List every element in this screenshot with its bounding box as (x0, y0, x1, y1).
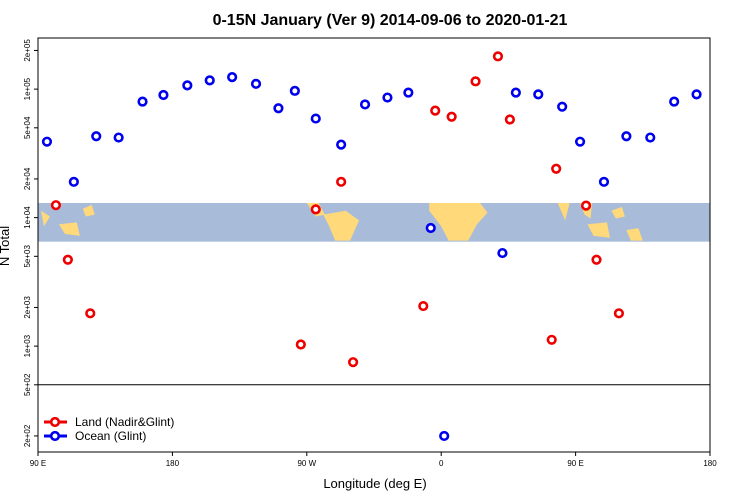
data-point-land (347, 357, 359, 368)
legend: Land (Nadir&Glint) Ocean (Glint) (44, 415, 174, 443)
legend-label-land: Land (Nadir&Glint) (75, 415, 174, 429)
data-point-ocean (425, 222, 436, 234)
data-point-land (310, 204, 321, 215)
data-point-land (418, 300, 429, 312)
y-tick-label: 2e+02 (23, 424, 32, 447)
x-axis-title: Longitude (deg E) (323, 476, 426, 491)
land-indonesia-left-1 (58, 222, 80, 236)
data-point-land (470, 76, 481, 87)
chart-title: 0-15N January (Ver 9) 2014-09-06 to 2020… (213, 12, 568, 29)
data-point-ocean (403, 87, 414, 98)
data-point-ocean (669, 96, 680, 107)
data-point-ocean (497, 247, 508, 259)
data-point-ocean (289, 85, 300, 96)
data-point-land (50, 200, 62, 211)
y-tick-label: 2e+05 (23, 39, 32, 62)
data-point-ocean (510, 87, 521, 98)
data-point-ocean (273, 103, 284, 114)
land-india (557, 202, 570, 221)
data-point-land (504, 114, 515, 125)
land-africa (429, 202, 488, 241)
data-point-ocean (439, 430, 450, 442)
legend-item-ocean: Ocean (Glint) (44, 429, 146, 443)
data-point-ocean (336, 139, 347, 150)
y-tick-label: 5e+04 (23, 116, 32, 139)
land-south-america (323, 210, 360, 241)
legend-marker-ocean (49, 430, 61, 442)
data-point-land (551, 163, 562, 174)
y-tick-label: 1e+05 (23, 77, 32, 100)
data-point-ocean (137, 96, 148, 107)
plot-frame (37, 37, 711, 453)
x-tick-label: 180 (703, 459, 717, 468)
data-point-ocean (250, 78, 262, 89)
data-point-ocean (113, 132, 124, 143)
y-axis: 2e+02 5e+02 1e+03 2e+03 5e+03 1e+04 2e+04 5e+04… (23, 39, 38, 447)
data-point-ocean (598, 176, 610, 187)
land-se-asia-left (40, 210, 50, 227)
data-point-ocean (310, 113, 321, 124)
x-tick-label: 90 E (567, 459, 583, 468)
data-point-ocean (645, 132, 656, 143)
data-point-ocean (621, 131, 632, 142)
land-indonesia-left-2 (82, 204, 95, 217)
land-indonesia-right-2 (611, 206, 625, 219)
data-point-land (446, 111, 457, 122)
land-indonesia-right-1 (587, 222, 610, 238)
data-point-land (295, 339, 306, 350)
y-tick-label: 2e+03 (23, 296, 32, 319)
y-tick-label: 5e+02 (23, 373, 32, 396)
data-point-land (546, 334, 557, 345)
data-point-ocean (182, 80, 193, 91)
data-point-ocean (41, 136, 53, 147)
x-tick-label: 90 E (30, 459, 46, 468)
data-point-ocean (691, 89, 702, 100)
legend-label-ocean: Ocean (Glint) (75, 429, 146, 443)
data-point-ocean (382, 92, 393, 103)
data-point-ocean (91, 131, 102, 142)
x-axis: 90 E 180 90 W 0 90 E 180 (30, 452, 717, 468)
data-point-ocean (68, 176, 79, 187)
x-tick-label: 180 (166, 459, 180, 468)
data-point-ocean (158, 89, 169, 101)
y-tick-label: 5e+03 (23, 245, 32, 268)
data-point-land (336, 176, 347, 187)
data-point-ocean (533, 89, 544, 100)
legend-item-land: Land (Nadir&Glint) (44, 415, 174, 429)
data-point-ocean (557, 101, 568, 112)
y-tick-label: 1e+04 (23, 206, 32, 229)
x-tick-label: 90 W (297, 459, 316, 468)
data-point-land (430, 105, 441, 116)
x-tick-label: 0 (439, 459, 444, 468)
world-map-band (38, 202, 710, 242)
data-point-land (492, 51, 504, 62)
data-point-land (62, 254, 73, 265)
y-tick-label: 1e+03 (23, 334, 32, 357)
legend-marker-land (49, 416, 61, 428)
data-point-ocean (227, 72, 238, 83)
land-new-guinea (626, 228, 643, 241)
y-axis-title: N Total (0, 226, 12, 266)
data-points (41, 51, 702, 442)
data-point-land (613, 308, 625, 319)
data-point-ocean (359, 99, 371, 110)
data-point-land (591, 254, 602, 265)
data-point-land (85, 308, 96, 319)
data-point-land (580, 200, 592, 211)
y-tick-label: 2e+04 (23, 167, 32, 190)
data-point-ocean (574, 136, 586, 147)
data-point-ocean (204, 75, 215, 86)
